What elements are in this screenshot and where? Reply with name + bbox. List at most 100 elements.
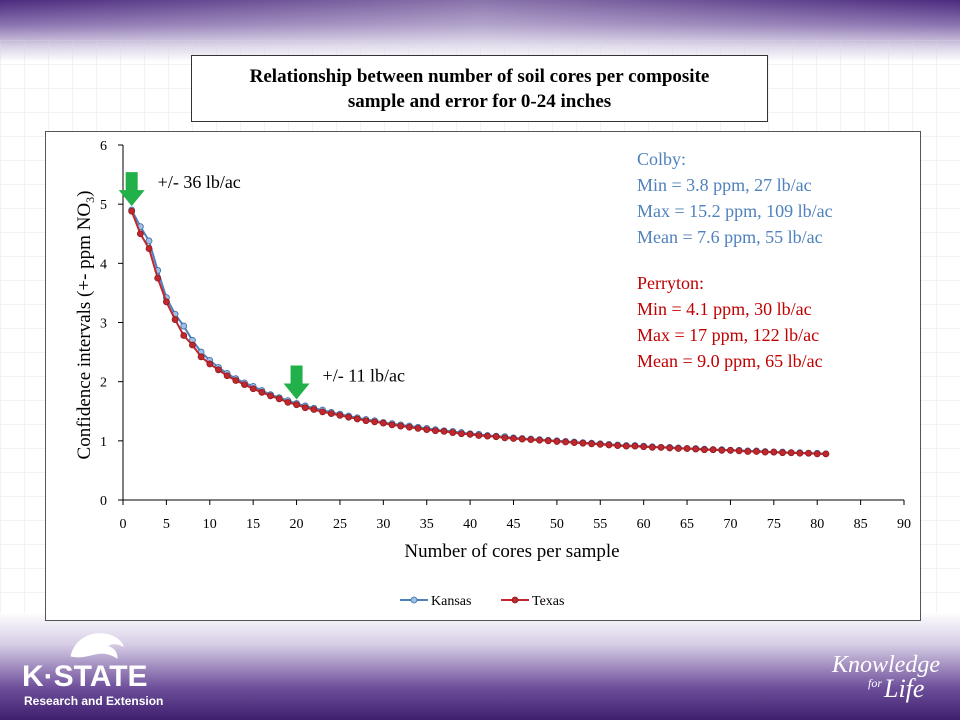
data-point-texas [431, 427, 439, 435]
line-chart: 0 5 10 15 20 25 30 35 40 45 50 55 60 65 70 75 80 85 900123… [74, 139, 911, 609]
data-point-texas [484, 432, 491, 440]
info-line-perryton: Mean = 9.0 ppm, 65 lb/ac [637, 351, 823, 371]
data-point-texas [388, 421, 396, 429]
data-point-texas [796, 449, 804, 457]
x-tick-label: 40 [463, 517, 477, 532]
data-point-texas [275, 395, 283, 403]
data-point-texas [241, 381, 248, 389]
x-tick-label: 15 [246, 517, 260, 532]
data-point-texas [336, 411, 344, 419]
data-point-texas [206, 360, 214, 368]
legend-label-texas: Texas [532, 594, 564, 609]
tagline-life: Life [884, 674, 925, 703]
x-tick-label: 60 [637, 517, 651, 532]
info-line-perryton: Min = 4.1 ppm, 30 lb/ac [637, 299, 812, 319]
data-point-texas [353, 415, 361, 423]
data-point-texas [466, 430, 474, 438]
tick-labels: 0 5 10 15 20 25 30 35 40 45 50 55 60 65 70 75 80 85 900123… [100, 139, 911, 532]
data-point-texas [293, 401, 300, 409]
data-point-texas [162, 298, 170, 306]
data-point-texas [284, 398, 292, 406]
x-tick-label: 35 [420, 517, 434, 532]
wildcat-icon [70, 633, 124, 659]
x-axis-label: Number of cores per sample [404, 541, 619, 562]
data-point-texas [449, 429, 457, 436]
data-point-texas [301, 404, 309, 412]
legend-marker-texas [511, 596, 519, 604]
data-point-texas [701, 446, 708, 454]
tagline-for: for [868, 676, 883, 690]
data-point-texas [588, 440, 595, 448]
x-tick-label: 70 [723, 517, 737, 532]
data-point-texas [492, 433, 500, 441]
data-point-texas [822, 450, 830, 458]
y-tick-label: 1 [100, 435, 107, 450]
x-tick-label: 5 [163, 517, 170, 532]
annotation-label: +/- 11 lb/ac [323, 366, 405, 386]
data-point-texas [631, 442, 639, 450]
y-tick-label: 0 [100, 494, 107, 509]
data-point-texas [215, 366, 222, 374]
x-tick-label: 20 [290, 517, 304, 532]
data-point-texas [648, 443, 656, 451]
chart-container: 0 5 10 15 20 25 30 35 40 45 50 55 60 65 70 75 80 85 90 0 1 2 3… [45, 131, 921, 621]
bottom-banner [0, 612, 960, 720]
x-tick-label: 85 [854, 517, 868, 532]
x-tick-label: 65 [680, 517, 694, 532]
tagline-knowledge: Knowledge [832, 652, 940, 678]
data-point-texas [458, 430, 465, 438]
data-point-texas [683, 445, 691, 452]
x-tick-label: 25 [333, 517, 347, 532]
data-point-texas [640, 443, 648, 451]
data-point-texas [787, 449, 795, 457]
data-point-texas [180, 332, 188, 339]
x-tick-label: 0 [120, 517, 127, 532]
x-tick-label: 75 [767, 517, 781, 532]
y-tick-label: 4 [100, 257, 107, 272]
data-point-texas [371, 418, 379, 426]
data-point-texas [258, 388, 266, 396]
legend-marker-kansas [410, 596, 418, 604]
y-axis-label: Confidence intervals (+- ppm NO3) [74, 191, 97, 460]
data-point-texas [570, 439, 578, 447]
data-point-texas [423, 426, 431, 433]
data-point-texas [596, 440, 604, 448]
data-point-texas [128, 207, 136, 215]
annotation-label: +/- 36 lb/ac [158, 172, 241, 192]
info-line-colby: Colby: [637, 149, 686, 169]
data-point-texas [813, 450, 821, 458]
info-line-perryton: Max = 17 ppm, 122 lb/ac [637, 325, 819, 345]
axes [118, 144, 905, 505]
data-point-texas [753, 448, 760, 455]
info-line-colby: Mean = 7.6 ppm, 55 lb/ac [637, 227, 823, 247]
data-point-texas [605, 441, 613, 449]
data-point-kansas [145, 237, 153, 245]
data-point-texas [666, 444, 674, 452]
data-point-texas [770, 448, 778, 456]
y-tick-label: 2 [100, 376, 107, 391]
slide-title: Relationship between number of soil core… [249, 65, 710, 112]
data-point-texas [727, 446, 734, 454]
x-tick-label: 30 [376, 517, 390, 532]
legend-label-kansas: Kansas [431, 594, 471, 609]
data-point-texas [622, 442, 630, 450]
data-point-texas [379, 419, 387, 427]
data-point-texas [744, 448, 752, 455]
data-point-texas [440, 427, 448, 435]
data-point-texas [197, 353, 205, 361]
data-point-texas [249, 385, 257, 393]
y-tick-label: 3 [100, 317, 107, 332]
data-point-texas [510, 435, 517, 442]
data-point-texas [319, 408, 326, 416]
y-tick-label: 6 [100, 139, 107, 154]
data-point-texas [223, 372, 231, 380]
data-point-texas [189, 341, 196, 349]
x-tick-label: 80 [810, 517, 824, 532]
data-point-texas [475, 432, 483, 439]
info-line-colby: Min = 3.8 ppm, 27 lb/ac [637, 175, 812, 195]
data-point-texas [735, 447, 743, 455]
tagline: Knowledge for Life [826, 650, 952, 710]
data-point-texas [405, 423, 413, 431]
title-box: Relationship between number of soil core… [191, 55, 768, 122]
arrow-annotations: +/- 36 lb/ac +/- 11 lb/ac [118, 172, 405, 400]
